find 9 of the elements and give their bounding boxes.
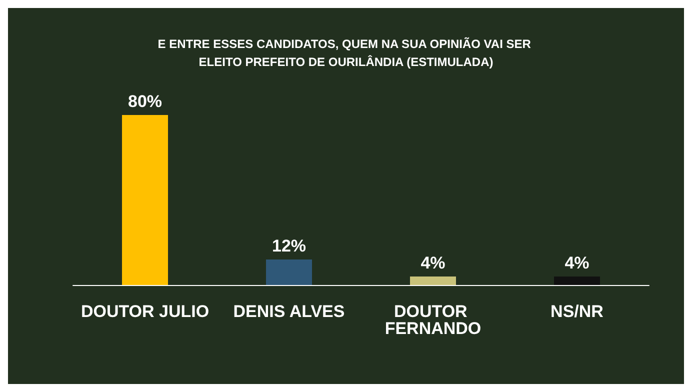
chart-title: E ENTRE ESSES CANDIDATOS, QUEM NA SUA OPINIÃO VAI SER ELEITO PREFEITO DE OURILÂNDIA (ESTIMULADA) <box>158 37 534 69</box>
data-label: 80% <box>128 92 162 111</box>
data-label: 12% <box>272 236 306 256</box>
x-tick-label: DOUTOR JULIO <box>80 302 210 321</box>
x-tick-label: NS/NR <box>550 302 604 321</box>
data-label: 4% <box>420 254 446 272</box>
data-label: 4% <box>564 254 590 272</box>
x-tick-label: DOUTOR FERNANDO <box>384 302 482 338</box>
x-tick-label: DENIS ALVES <box>233 302 345 321</box>
